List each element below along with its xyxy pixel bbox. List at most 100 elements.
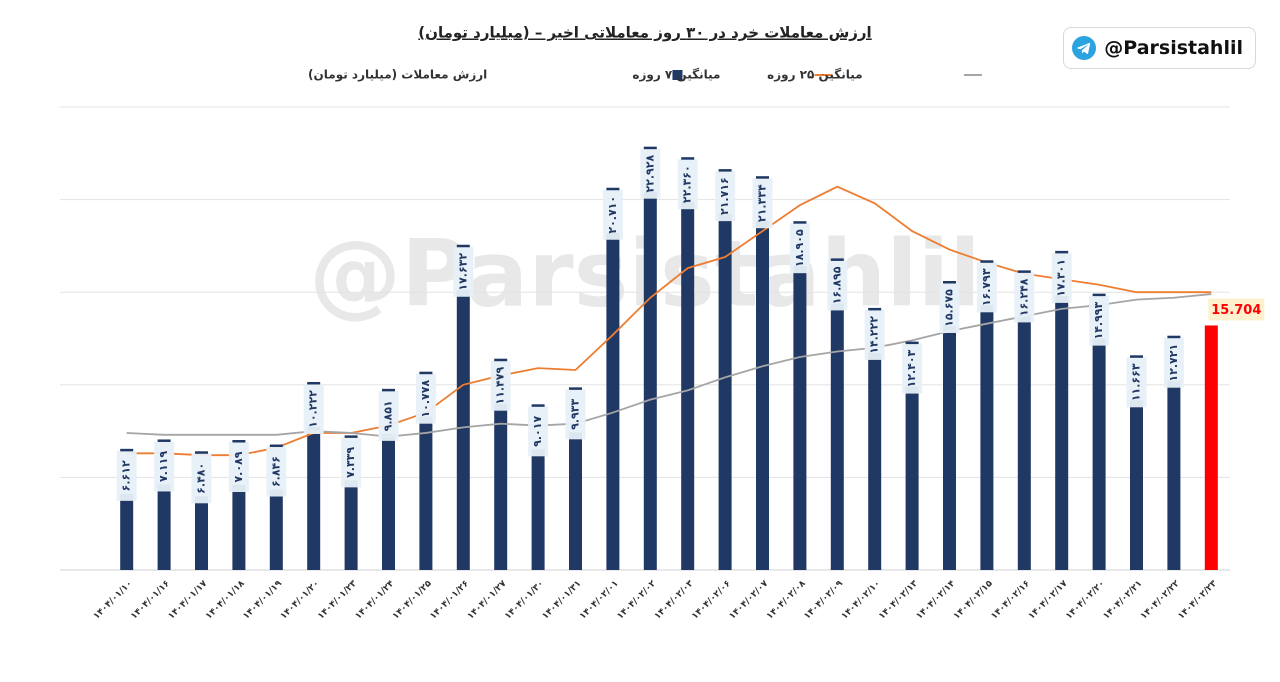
value-label-box <box>1014 272 1035 323</box>
value-label-box <box>976 262 997 313</box>
bar <box>456 289 470 570</box>
value-label: ۱۱.۴۷۹ <box>494 367 507 405</box>
value-label-box <box>116 450 137 501</box>
bar <box>681 202 695 570</box>
value-label-tick <box>195 451 208 454</box>
value-label: ۶.۸۴۶ <box>269 456 282 487</box>
value-label: ۹.۹۳۳ <box>569 399 582 430</box>
bar <box>606 232 620 570</box>
value-label: ۱۷.۳۰۱ <box>1055 259 1068 297</box>
bar <box>269 489 283 570</box>
bar <box>419 416 433 570</box>
value-label: ۱۴.۹۹۳ <box>1092 301 1105 339</box>
value-label-box <box>1163 337 1184 388</box>
channel-badge: @Parsistahlil <box>1063 27 1256 69</box>
bar <box>643 191 657 570</box>
value-label-box <box>453 246 474 297</box>
legend-label: میانگین ۷ روزه <box>632 68 720 83</box>
value-label-box <box>640 148 661 199</box>
value-label-box <box>1126 357 1147 408</box>
value-label-tick <box>1055 250 1069 254</box>
x-tick-label: ۱۴۰۴/۰۲/۰۱ <box>578 579 621 622</box>
x-tick-label: ۱۴۰۴/۰۲/۲۰ <box>1064 579 1107 622</box>
value-label: ۱۶.۷۹۳ <box>980 268 993 306</box>
bar <box>1204 325 1218 570</box>
bar <box>943 325 956 570</box>
value-label-tick <box>494 358 508 362</box>
value-label-tick <box>232 440 246 443</box>
value-label-tick <box>419 371 433 375</box>
bar <box>120 493 134 570</box>
bar <box>569 432 582 570</box>
value-label: ۱۷.۶۳۲ <box>456 253 469 291</box>
value-label-tick <box>120 448 134 452</box>
value-label: ۲۰.۷۱۰ <box>606 196 619 234</box>
x-tick-label: ۱۴۰۴/۰۲/۰۶ <box>690 579 733 622</box>
value-label-tick <box>269 444 283 448</box>
value-label-box <box>378 390 399 441</box>
value-label: ۱۰.۷۷۸ <box>419 380 432 418</box>
value-label: ۷.۰۸۹ <box>232 451 245 482</box>
value-label-tick <box>793 221 807 224</box>
value-label: ۶.۴۸۰ <box>195 463 208 494</box>
value-label-box <box>789 223 810 274</box>
bar <box>232 485 246 570</box>
bar <box>793 266 807 570</box>
badge-text: @Parsistahlil <box>1104 37 1243 59</box>
value-label: ۲۱.۷۱۶ <box>718 177 731 215</box>
legend-label: ارزش معاملات (میلیارد تومان) <box>308 68 487 83</box>
bar <box>718 214 732 570</box>
value-label: 15.704 <box>1211 303 1261 318</box>
value-label-tick <box>905 341 919 345</box>
x-tick-label: ۱۴۰۴/۰۱/۲۰ <box>279 579 322 622</box>
bar <box>307 426 321 570</box>
value-label: ۲۱.۳۳۴ <box>756 184 769 222</box>
bar <box>531 449 545 570</box>
telegram-icon <box>1072 36 1097 60</box>
value-label-box <box>827 260 848 311</box>
x-tick-label: ۱۴۰۴/۰۱/۲۶ <box>428 579 471 622</box>
value-label-tick <box>681 157 695 160</box>
value-label-box <box>228 442 249 493</box>
value-label-box <box>902 343 923 394</box>
value-label-box <box>752 178 773 229</box>
value-label: ۹.۸۵۱ <box>382 400 395 431</box>
value-label-tick <box>1167 335 1181 339</box>
bar <box>1055 295 1069 570</box>
value-label-box <box>191 453 212 504</box>
value-label-box <box>490 360 511 411</box>
bar <box>494 403 508 570</box>
x-tick-label: ۱۴۰۴/۰۲/۲۱ <box>1102 579 1145 622</box>
bar <box>344 480 358 570</box>
value-label-tick <box>980 260 994 263</box>
value-label-tick <box>943 280 956 284</box>
value-label-tick <box>382 388 395 392</box>
value-label-tick <box>1130 355 1143 358</box>
value-label-box <box>1051 252 1072 303</box>
bar <box>382 433 395 570</box>
value-label-box <box>154 441 175 492</box>
bar <box>830 303 844 570</box>
bar <box>195 496 208 570</box>
x-tick-label: ۱۴۰۴/۰۲/۱۰ <box>840 579 883 622</box>
legend-marker <box>672 70 683 80</box>
x-tick-label: ۱۴۰۴/۰۱/۳۱ <box>541 579 584 622</box>
value-label: ۹.۰۱۷ <box>531 416 544 447</box>
value-label-box <box>677 159 698 210</box>
value-label: ۲۲.۳۶۰ <box>681 165 694 203</box>
value-label-box <box>303 383 324 434</box>
value-label: ۱۲.۴۰۳ <box>905 349 918 387</box>
value-label: ۱۸.۹۰۵ <box>793 229 806 267</box>
value-label: ۱۶.۲۴۸ <box>1017 278 1030 316</box>
value-label: ۱۱.۶۶۳ <box>1130 363 1143 401</box>
value-label-box <box>715 171 736 222</box>
value-label: ۷.۱۱۹ <box>157 451 170 482</box>
value-label: ۶.۶۱۲ <box>120 460 133 491</box>
value-label-tick <box>307 381 321 385</box>
value-label-box <box>939 282 960 333</box>
bar <box>1167 380 1181 570</box>
value-label-box <box>1089 295 1110 346</box>
value-label-tick <box>606 187 620 191</box>
